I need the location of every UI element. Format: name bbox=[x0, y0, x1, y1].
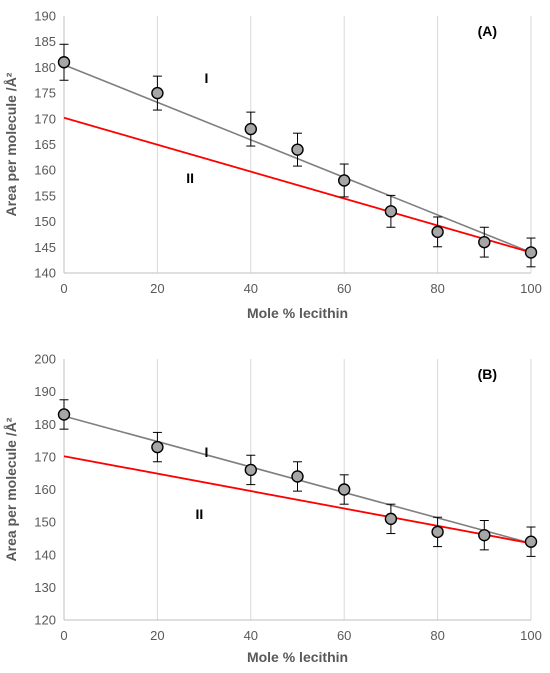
panel-b-y-tick-label: 200 bbox=[34, 352, 56, 367]
panel-a-data-point bbox=[57, 56, 71, 69]
panel-b-line-label-ii: II bbox=[196, 506, 204, 522]
panel-a-chart: 0 20 40 60 80 100 140 145 150 155 160 165 170 175 180 1… bbox=[3, 9, 542, 322]
panel-b-data-point bbox=[151, 440, 164, 454]
panel-a-x-tick-label: 80 bbox=[430, 281, 444, 296]
panel-a-y-tick-label: 155 bbox=[34, 188, 56, 203]
panel-b-x-axis-title: Mole % lecithin bbox=[247, 649, 348, 665]
panel-a-y-tick-label: 150 bbox=[34, 214, 56, 229]
panel-a-y-tick-label: 175 bbox=[34, 86, 56, 101]
panel-b-data-point bbox=[57, 408, 71, 421]
panel-a-y-tick-label: 180 bbox=[34, 60, 56, 75]
panel-a-y-tick-label: 170 bbox=[34, 111, 56, 126]
panel-b-data-point bbox=[524, 535, 538, 548]
panel-a-data-point bbox=[291, 143, 304, 156]
panel-a-data-point bbox=[384, 205, 398, 218]
panel-a-y-tick-label: 145 bbox=[34, 240, 56, 255]
panel-b-y-tick-label: 180 bbox=[34, 417, 56, 432]
panel-a-line-label-i: I bbox=[204, 70, 208, 86]
panel-b-y-tick-label: 190 bbox=[34, 384, 56, 399]
panel-a-x-tick-label: 0 bbox=[60, 281, 67, 296]
panel-a-data-point bbox=[431, 225, 444, 239]
panel-a-trendline-ii bbox=[63, 116, 532, 254]
panel-b-data-point bbox=[244, 463, 258, 477]
panel-a-x-tick-label: 100 bbox=[520, 281, 542, 296]
panel-a-data-point bbox=[151, 86, 164, 100]
panel-b-label: (B) bbox=[478, 366, 497, 382]
panel-b-data-point bbox=[478, 528, 491, 542]
panel-b-y-tick-label: 120 bbox=[34, 613, 56, 628]
panel-a-x-tick-label: 60 bbox=[337, 281, 351, 296]
panel-b-x-tick-label: 0 bbox=[60, 628, 67, 643]
panel-b-y-axis-title: Area per molecule /Å² bbox=[3, 417, 19, 561]
panel-b-y-tick-label: 160 bbox=[34, 482, 56, 497]
panel-a-y-axis-title: Area per molecule /Å² bbox=[3, 72, 19, 216]
panel-a-data-point bbox=[244, 122, 258, 136]
panel-b-x-tick-label: 40 bbox=[244, 628, 258, 643]
panel-b-y-tick-label: 140 bbox=[34, 547, 56, 562]
panel-b-x-tick-label: 20 bbox=[150, 628, 164, 643]
panel-b-data-point bbox=[338, 483, 351, 496]
panel-b-x-tick-label: 100 bbox=[520, 628, 542, 643]
panel-a-x-axis-title: Mole % lecithin bbox=[247, 305, 348, 321]
panel-b-data-point bbox=[431, 525, 444, 539]
panel-b-trendline-ii bbox=[63, 455, 532, 545]
panel-a-data-point bbox=[478, 235, 491, 249]
panel-a-y-tick-label: 165 bbox=[34, 137, 56, 152]
panel-a-line-label-ii: II bbox=[186, 170, 194, 186]
panel-a-label: (A) bbox=[478, 23, 497, 39]
panel-a-y-tick-label: 160 bbox=[34, 163, 56, 178]
panel-b-y-tick-label: 170 bbox=[34, 449, 56, 464]
panel-b-data-point bbox=[384, 512, 398, 526]
panel-b-y-tick-label: 150 bbox=[34, 515, 56, 530]
panel-b-line-label-i: I bbox=[204, 444, 208, 460]
panel-a-data-point bbox=[338, 174, 351, 187]
panel-a-y-tick-label: 185 bbox=[34, 34, 56, 49]
panel-b-x-tick-label: 80 bbox=[430, 628, 444, 643]
panel-b-chart: 0 20 40 60 80 100 120 130 140 150 160 170 180 190 200 I… bbox=[3, 352, 542, 666]
panel-a-x-tick-label: 40 bbox=[244, 281, 258, 296]
panel-a-data-point bbox=[524, 246, 538, 259]
panel-b-y-tick-label: 130 bbox=[34, 580, 56, 595]
panel-b-x-tick-label: 60 bbox=[337, 628, 351, 643]
panel-b-data-point bbox=[291, 470, 304, 483]
panel-a-y-tick-label: 190 bbox=[34, 9, 56, 24]
panel-a-y-tick-label: 140 bbox=[34, 266, 56, 281]
panel-a-x-tick-label: 20 bbox=[150, 281, 164, 296]
